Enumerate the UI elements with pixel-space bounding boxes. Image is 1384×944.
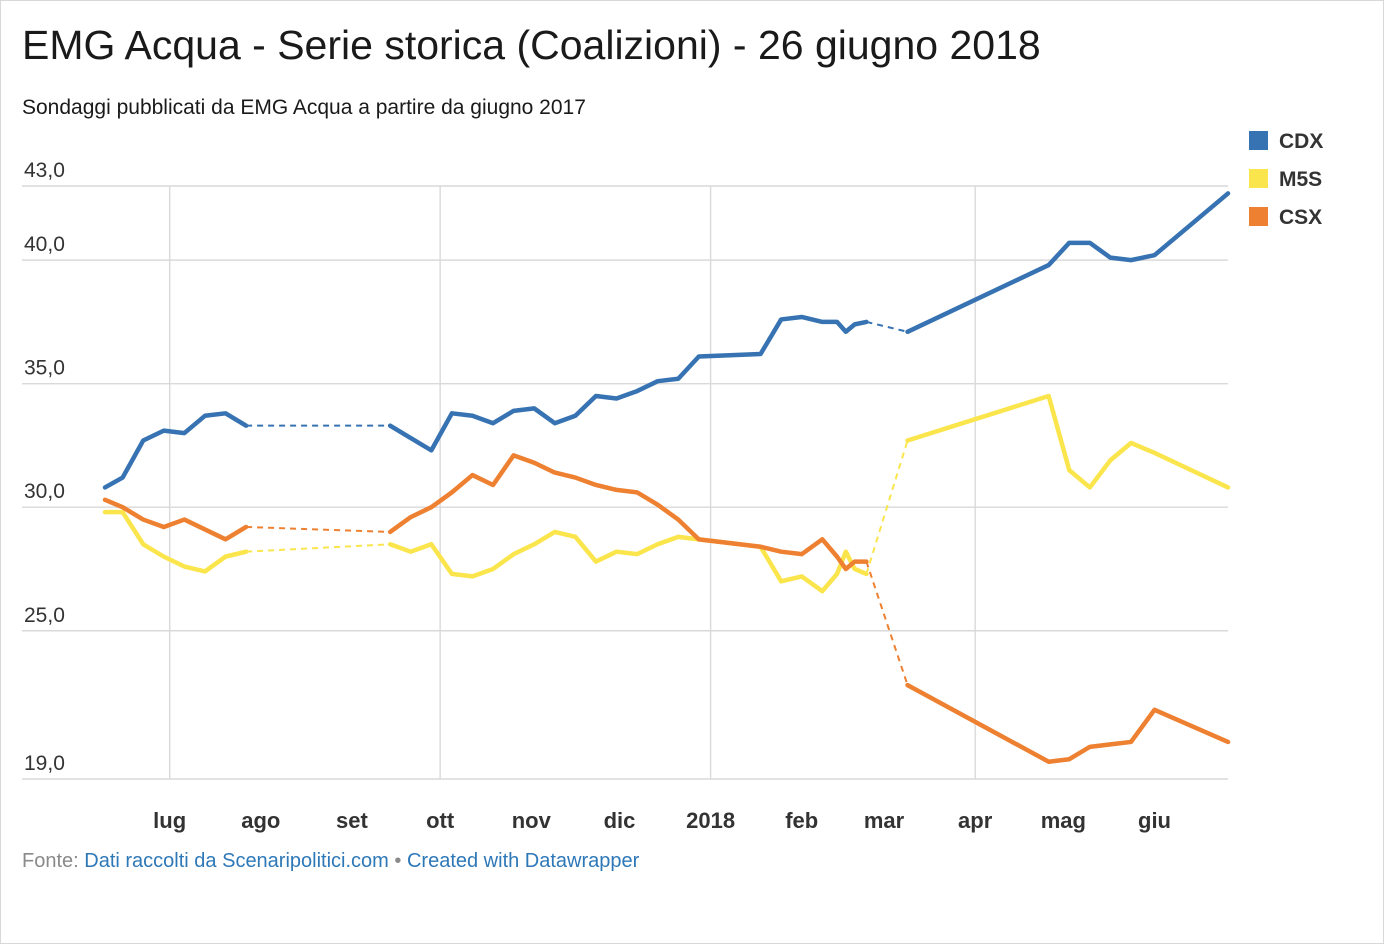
- series-line-cdx: [387, 314, 869, 453]
- series-layer: [102, 191, 1231, 764]
- footer-separator: •: [394, 850, 402, 872]
- chart-subtitle: Sondaggi pubblicati da EMG Acqua a parti…: [22, 96, 586, 119]
- y-tick-label: 40,0: [24, 233, 65, 256]
- series-line-m5s: [905, 393, 1231, 490]
- x-tick-label: mag: [1041, 808, 1086, 833]
- series-gap-m5s: [865, 440, 909, 575]
- legend: CDX M5S CSX: [1249, 130, 1323, 229]
- series-gap-cdx: [866, 320, 908, 333]
- x-tick-label: set: [336, 808, 368, 833]
- x-tick-label: apr: [958, 808, 993, 833]
- x-tick-label: mar: [864, 808, 905, 833]
- x-tick-label: dic: [604, 808, 636, 833]
- grid-layer: [22, 185, 1228, 780]
- legend-label-m5s: M5S: [1279, 168, 1322, 191]
- series-line-cdx: [905, 191, 1231, 335]
- legend-label-csx: CSX: [1279, 206, 1322, 229]
- y-tick-label: 35,0: [24, 357, 65, 380]
- series-line-csx: [387, 453, 869, 572]
- source-link[interactable]: Dati raccolti da Scenaripolitici.com: [84, 850, 389, 872]
- x-tick-label: nov: [512, 808, 552, 833]
- y-tick-label: 43,0: [24, 159, 65, 182]
- chart-title: EMG Acqua - Serie storica (Coalizioni) -…: [22, 22, 1041, 68]
- y-tick-label: 30,0: [24, 480, 65, 503]
- datawrapper-link[interactable]: Created with Datawrapper: [406, 850, 640, 872]
- legend-swatch-cdx: [1249, 131, 1268, 150]
- y-tick-label: 25,0: [24, 604, 65, 627]
- legend-label-cdx: CDX: [1279, 130, 1323, 153]
- x-tick-label: feb: [785, 808, 818, 833]
- y-axis: 19,0 25,0 30,0 35,0 40,0 43,0: [24, 159, 65, 775]
- series-line-csx: [102, 497, 249, 542]
- x-axis: lug ago set ott nov dic 2018 feb mar apr mag giu: [153, 808, 1171, 833]
- series-line-cdx: [102, 411, 249, 490]
- series-gap-csx: [865, 561, 909, 686]
- series-line-m5s: [387, 529, 869, 594]
- x-tick-label: 2018: [686, 808, 735, 833]
- x-tick-label: ott: [426, 808, 455, 833]
- x-tick-label: giu: [1138, 808, 1171, 833]
- legend-swatch-m5s: [1249, 169, 1268, 188]
- series-line-csx: [905, 682, 1231, 764]
- x-tick-label: lug: [153, 808, 186, 833]
- y-tick-label: 19,0: [24, 752, 65, 775]
- legend-swatch-csx: [1249, 207, 1268, 226]
- chart-footer: Fonte: Dati raccolti da Scenaripolitici.…: [22, 850, 639, 873]
- series-gap-m5s: [246, 543, 391, 553]
- series-gap-csx: [246, 525, 391, 533]
- series-line-m5s: [102, 509, 249, 574]
- x-tick-label: ago: [241, 808, 280, 833]
- footer-prefix: Fonte:: [22, 850, 79, 872]
